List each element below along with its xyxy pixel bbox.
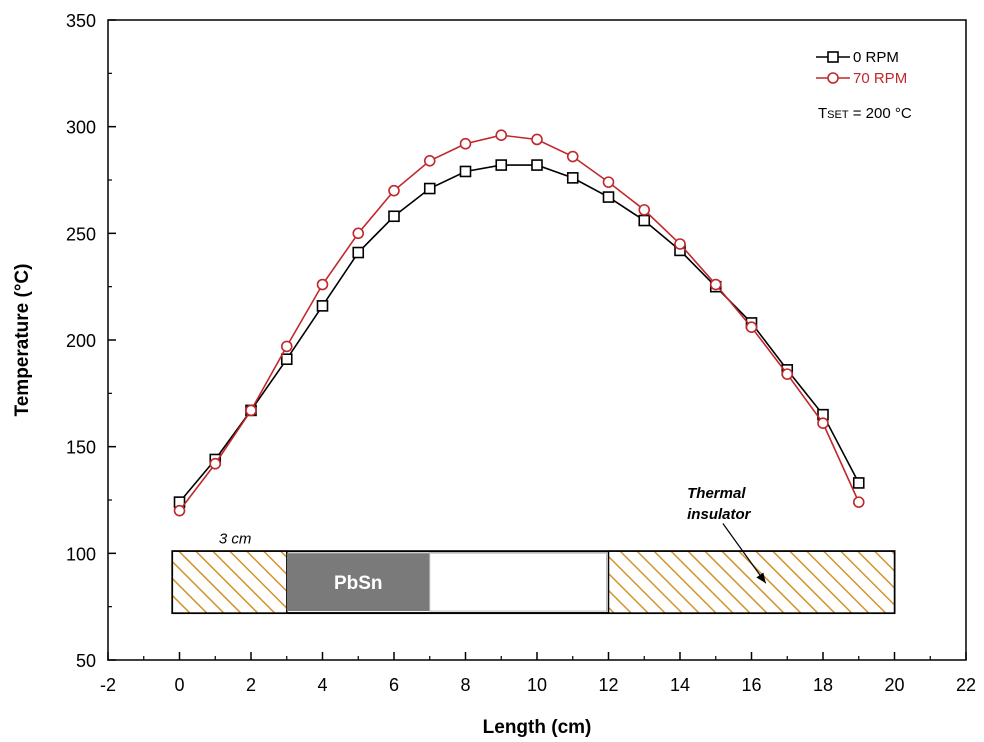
y-tick-label: 50 — [76, 651, 96, 671]
x-tick-label: 18 — [813, 675, 833, 695]
legend: 0 RPM 70 RPM — [816, 49, 907, 87]
data-point — [566, 150, 579, 163]
x-tick-label: 10 — [527, 675, 547, 695]
data-point — [709, 278, 722, 291]
y-tick-label: 150 — [66, 438, 96, 458]
data-point — [459, 137, 472, 150]
data-point — [817, 417, 829, 430]
y-tick-label: 300 — [66, 118, 96, 138]
series-1 — [173, 159, 865, 508]
series-line — [178, 134, 860, 512]
data-point — [173, 504, 186, 517]
legend-label: 70 RPM — [853, 70, 907, 87]
data-point — [566, 172, 579, 184]
data-point — [352, 227, 365, 240]
series-layer — [173, 129, 865, 517]
x-tick-label: 8 — [460, 675, 470, 695]
data-point — [674, 238, 686, 250]
series-line — [178, 164, 860, 503]
data-point — [602, 176, 615, 188]
y-axis-title: Temperature (°C) — [12, 264, 33, 417]
insulator-arrow — [722, 523, 767, 584]
setpoint-value: = 200 °C — [849, 105, 912, 122]
legend-item: 0 RPM — [816, 49, 899, 66]
x-tick-label: 4 — [317, 675, 327, 695]
y-tick-label: 100 — [66, 544, 96, 564]
insulator-right-block — [607, 550, 896, 614]
data-point — [638, 204, 651, 216]
data-point — [495, 159, 508, 171]
x-tick-label: -2 — [100, 675, 116, 695]
data-point — [745, 321, 758, 334]
data-point — [280, 353, 293, 366]
data-point — [352, 246, 365, 259]
y-axis: 50 100 150 200 250 300 350 — [66, 11, 116, 671]
data-point — [531, 133, 543, 146]
setpoint-annotation: TSET = 200 °C — [818, 105, 912, 122]
series-2 — [173, 129, 865, 517]
data-point — [852, 477, 865, 489]
legend-marker — [827, 72, 839, 84]
data-point — [388, 184, 400, 197]
legend-marker — [827, 51, 839, 63]
y-tick-label: 250 — [66, 224, 96, 244]
x-tick-label: 2 — [246, 675, 256, 695]
dimension-label: 3 cm — [219, 531, 252, 548]
x-tick-label: 14 — [670, 675, 690, 695]
data-point — [209, 457, 222, 470]
x-tick-label: 12 — [598, 675, 618, 695]
data-point — [316, 300, 329, 312]
data-point — [423, 155, 436, 167]
x-tick-label: 22 — [956, 675, 976, 695]
insulator-left-block — [171, 550, 288, 614]
data-point — [638, 214, 651, 227]
data-point — [781, 368, 794, 380]
x-tick-label: 6 — [389, 675, 399, 695]
arrow-head — [756, 572, 766, 584]
data-point — [495, 129, 508, 141]
x-axis: -2 0 2 4 6 8 10 12 14 16 18 20 22 — [100, 652, 976, 695]
data-point — [280, 340, 293, 353]
insulator-label-line-1: Thermal — [687, 485, 746, 502]
pbsn-label: PbSn — [334, 573, 383, 594]
data-point — [531, 159, 543, 171]
data-point — [852, 496, 865, 508]
data-point — [245, 404, 257, 417]
data-point — [423, 182, 436, 195]
setpoint-prefix: T — [818, 105, 827, 122]
x-tick-label: 0 — [174, 675, 184, 695]
pbsn-block — [286, 553, 430, 612]
y-tick-label: 350 — [66, 11, 96, 31]
setpoint-subscript: SET — [827, 109, 849, 121]
arrow-shaft — [722, 523, 767, 584]
y-tick-label: 200 — [66, 331, 96, 351]
data-point — [459, 165, 472, 178]
insulator-label-line-2: insulator — [687, 506, 752, 523]
x-axis-title: Length (cm) — [483, 717, 592, 738]
data-point — [388, 210, 400, 223]
data-point — [602, 191, 615, 203]
empty-chamber — [429, 552, 607, 612]
data-point — [316, 278, 329, 291]
heater-schematic: PbSn — [171, 550, 896, 615]
legend-label: 0 RPM — [853, 49, 899, 66]
x-tick-label: 20 — [884, 675, 904, 695]
legend-item: 70 RPM — [816, 70, 907, 87]
x-tick-label: 16 — [741, 675, 761, 695]
